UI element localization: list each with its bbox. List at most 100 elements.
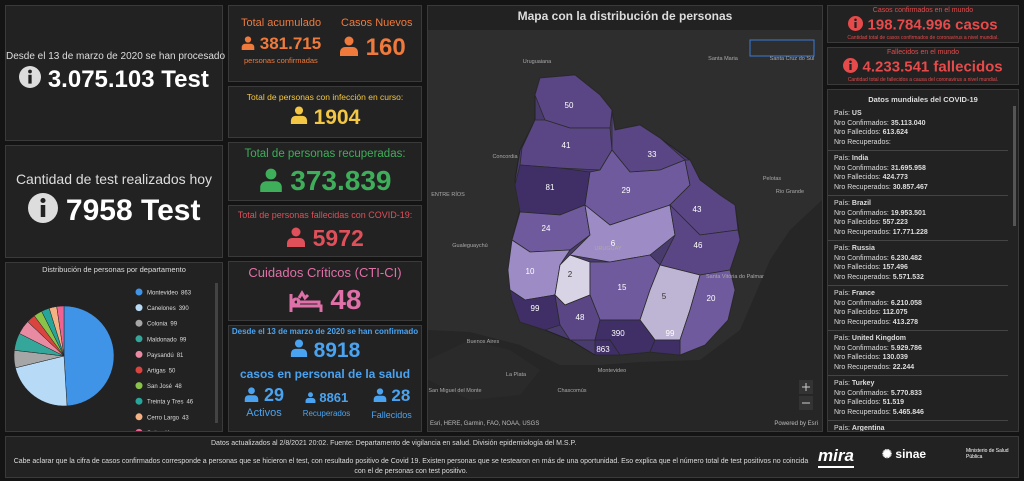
- field-label: Nro Confirmados:: [834, 389, 889, 397]
- footer: Datos actualizados al 2/8/2021 20:02. Fu…: [5, 436, 1019, 478]
- entry-line: Nro Confirmados: 19.953.501: [834, 209, 1002, 219]
- legend-value: 390: [179, 306, 190, 312]
- icon-head: [307, 392, 313, 398]
- department-value: 48: [576, 313, 585, 322]
- bed-icon: [289, 289, 323, 312]
- entry-line: País: United Kingdom: [834, 334, 1002, 344]
- label: Total de personas recuperadas:: [244, 148, 406, 160]
- legend-label: Colonia: [147, 322, 168, 328]
- entry-line: Nro Confirmados: 6.230.482: [834, 254, 1002, 264]
- tool-bar[interactable]: [749, 39, 815, 57]
- legend-marker: [135, 288, 143, 296]
- legend-marker: [135, 413, 143, 421]
- department-value: 29: [622, 186, 631, 195]
- field-label: Nro Confirmados:: [834, 209, 889, 217]
- legend-marker: [135, 382, 143, 390]
- entry-line: Nro Fallecidos: 424.773: [834, 173, 1002, 183]
- field-value: United Kingdom: [851, 335, 906, 342]
- place-label: Uruguaiana: [523, 59, 552, 65]
- value-text: 4.233.541 fallecidos: [862, 58, 1003, 76]
- field-label: Nro Fallecidos:: [834, 174, 881, 181]
- icon-dot: [40, 197, 46, 204]
- logo-msp: Ministerio de Salud Pública: [966, 448, 1009, 460]
- field-label: Nro Recuperados:: [834, 408, 891, 416]
- place-label: Santa Maria: [708, 56, 739, 62]
- department-value: 20: [707, 294, 716, 303]
- field-value: 35.113.040: [890, 119, 926, 127]
- field-label: País:: [834, 425, 850, 432]
- field-value: 5.571.532: [892, 273, 924, 281]
- legend-marker: [135, 366, 143, 374]
- attribution: Esri, HERE, Garmin, FAO, NOAA, USGS: [430, 421, 539, 427]
- active-panel: Total de personas con infección en curso…: [228, 86, 422, 138]
- entry-line: Nro Recuperados: 22.244: [834, 363, 1002, 373]
- label: Desde el 13 de marzo de 2020 se han proc…: [6, 51, 226, 62]
- icon-dot: [854, 18, 858, 22]
- place-label: Rio Grande: [776, 189, 804, 195]
- river-plate: [428, 340, 540, 400]
- pie-panel: Distribución de personas por departament…: [5, 262, 223, 437]
- country-entry: País: Brazil Nro Confirmados: 19.953.501 N…: [828, 196, 1008, 241]
- field-label: Nro Confirmados:: [834, 344, 889, 352]
- legend-label: Maldonado: [147, 337, 177, 343]
- icon-i: [854, 22, 857, 28]
- value-text: 381.715: [259, 34, 322, 53]
- icon-body: [290, 349, 307, 358]
- department-value: 99: [666, 329, 675, 338]
- field-label: País:: [834, 110, 850, 117]
- country-entry: País: ArgentinaNro Confirmados: 4.935.84…: [828, 421, 1008, 432]
- entry-line: País: India: [834, 154, 1002, 164]
- field-value: 51.519: [882, 399, 905, 406]
- legend-value: 99: [180, 337, 187, 343]
- field-value: 5.465.846: [892, 408, 924, 416]
- place-label: Pelotas: [763, 176, 782, 182]
- label: Recuperados: [302, 409, 351, 419]
- value-text: 7958 Test: [65, 193, 201, 227]
- country-entry: País: India Nro Confirmados: 31.695.958 Nr…: [828, 151, 1008, 196]
- legend-marker: [135, 319, 143, 327]
- zoom-in-icon: [802, 383, 810, 391]
- department-value: 15: [618, 283, 627, 292]
- label: Activos: [246, 406, 282, 419]
- field-label: País:: [834, 200, 850, 207]
- field-value: France: [851, 290, 875, 297]
- icon-body: [244, 395, 259, 402]
- entry-line: País: France: [834, 289, 1002, 299]
- staff-deceased: 28 Fallecidos: [364, 386, 419, 420]
- world-deaths-panel: Fallecidos en el mundo 4.233.541 falleci…: [827, 47, 1019, 85]
- value: 160: [339, 34, 406, 63]
- scrollbar[interactable]: [1013, 106, 1016, 226]
- info-icon: [848, 16, 864, 31]
- info-icon: [843, 58, 859, 73]
- icon-body: [259, 180, 282, 192]
- entry-line: País: Argentina: [834, 424, 1002, 432]
- table-title: Datos mundiales del COVID-19: [868, 95, 978, 104]
- department-value: 2: [568, 270, 573, 279]
- caption: personas confirmadas: [244, 56, 318, 65]
- info-icon: [19, 66, 42, 89]
- legend-label: San José: [147, 384, 173, 390]
- entry-line: País: Russia: [834, 244, 1002, 254]
- field-label: Nro Confirmados:: [834, 299, 889, 307]
- pie-chart: Distribución de personas por departament…: [13, 265, 218, 437]
- field-label: País:: [834, 335, 850, 342]
- value-text: 160: [365, 34, 406, 61]
- field-value: Russia: [851, 245, 875, 252]
- icon-dot: [849, 60, 853, 64]
- value-text: 198.784.996 casos: [867, 16, 998, 34]
- icon-body: [287, 238, 306, 248]
- place-label: Santa Cruz do Sul: [770, 56, 815, 62]
- map-panel: Mapa con la distribución de personas Esr…: [427, 5, 823, 432]
- field-value: India: [851, 155, 869, 162]
- department-value: 33: [648, 150, 657, 159]
- field-label: Nro Fallecidos:: [834, 354, 881, 361]
- legend-marker: [135, 304, 143, 312]
- field-label: Nro Confirmados:: [834, 164, 889, 172]
- scrollbar[interactable]: [215, 283, 218, 423]
- legend-label: Artigas: [147, 369, 166, 375]
- legend-marker: [135, 350, 143, 358]
- person-icon: [244, 387, 259, 402]
- icon-i: [849, 64, 852, 70]
- label: Desde el 13 de marzo de 2020 se han conf…: [231, 327, 419, 336]
